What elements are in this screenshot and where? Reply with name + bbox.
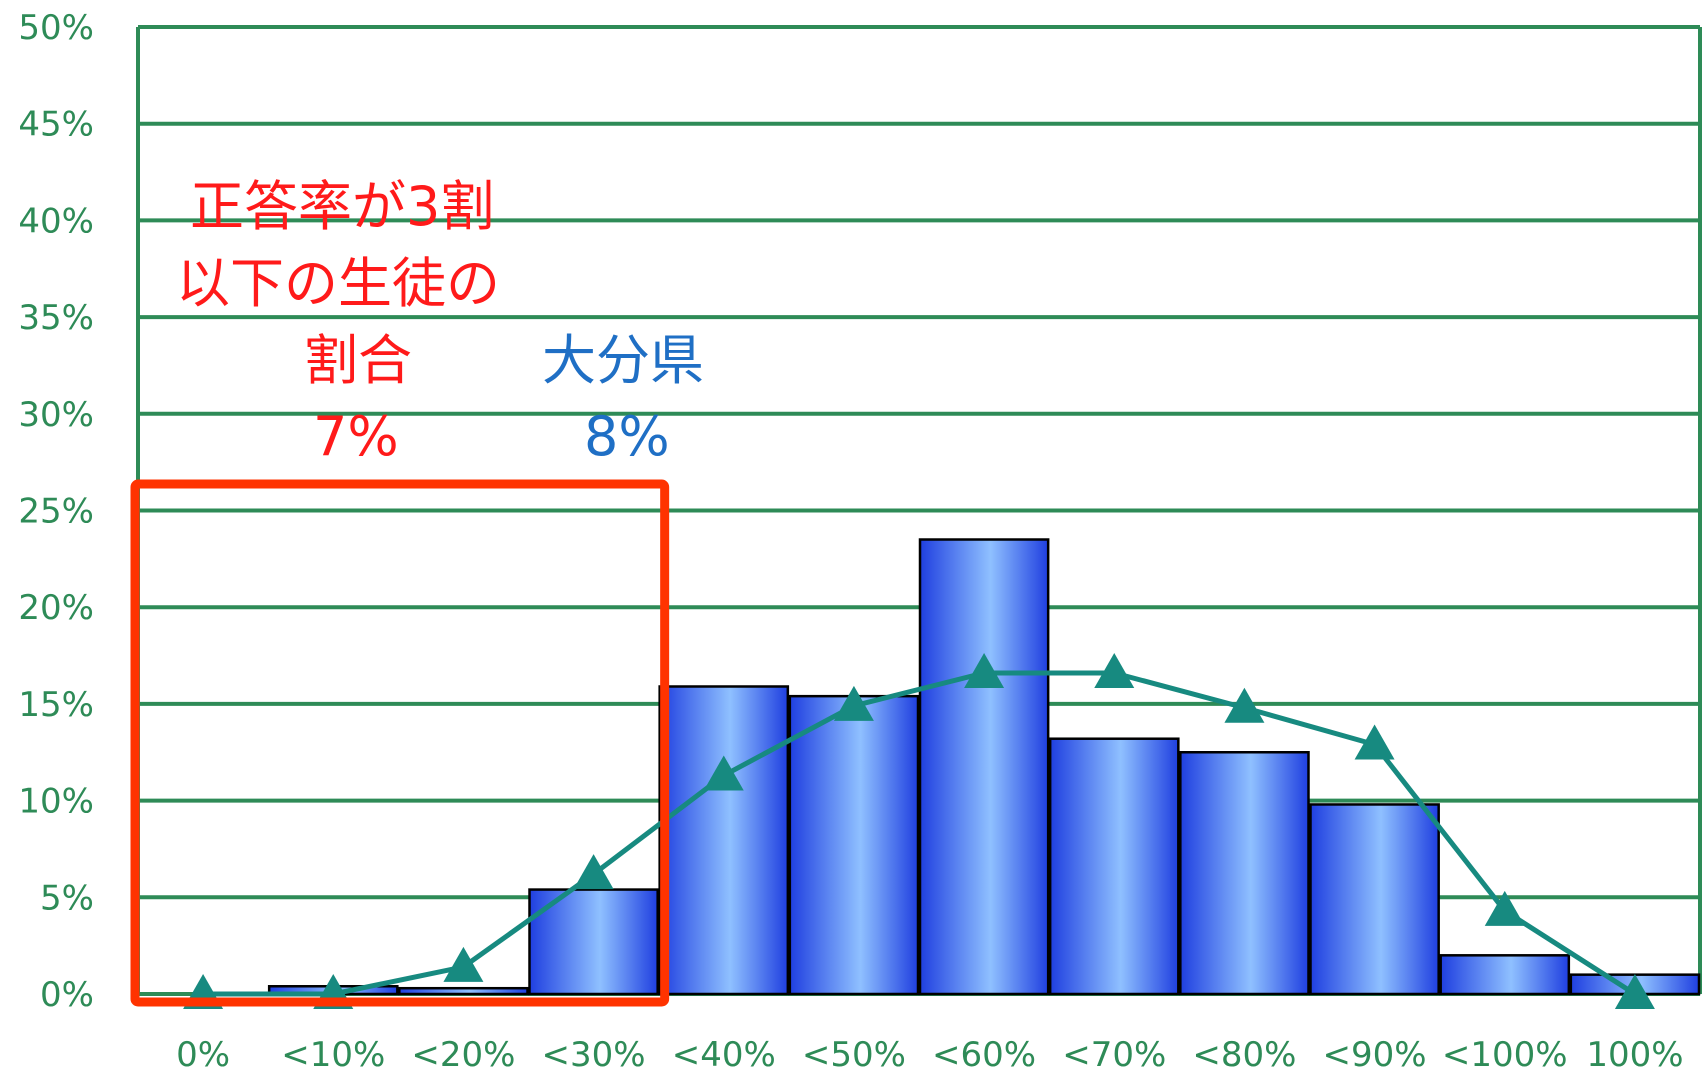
y-tick-label: 25% — [18, 492, 94, 532]
annotation-title-line3: 割合 — [304, 329, 412, 392]
y-tick-label: 5% — [40, 878, 94, 918]
annotation-title-line2: 以下の生徒の — [176, 252, 500, 315]
y-tick-label: 20% — [18, 588, 94, 628]
trend-point — [1224, 687, 1265, 723]
x-tick-label: <30% — [542, 1035, 646, 1074]
bar — [1439, 954, 1571, 996]
trend-point — [1614, 974, 1655, 1009]
trend-point — [1354, 724, 1395, 760]
y-tick-label: 10% — [18, 782, 94, 822]
x-tick-label: 0% — [176, 1035, 230, 1074]
trend-point — [1484, 890, 1525, 926]
y-tick-label: 35% — [18, 298, 94, 338]
x-tick-label: <60% — [932, 1035, 1036, 1074]
y-tick-label: 45% — [18, 105, 94, 145]
highlight-box — [130, 479, 670, 1007]
bar — [1309, 803, 1440, 996]
y-tick-label: 0% — [40, 975, 94, 1015]
x-tick-label: 100% — [1586, 1035, 1683, 1074]
school-value: 7% — [313, 405, 399, 468]
trend-line — [183, 652, 1655, 1009]
x-tick-label: <10% — [281, 1035, 385, 1074]
bar — [398, 986, 529, 996]
x-tick-label: <20% — [411, 1035, 515, 1074]
x-axis-ticks: 0% <10% <20% <30% <40% <50% <60% <70% <80% <90% <1… — [176, 1035, 1683, 1074]
y-tick-label: 15% — [18, 685, 94, 725]
bar — [1048, 737, 1180, 996]
bar — [1179, 751, 1310, 996]
bars — [267, 538, 1701, 996]
pref-label: 大分県 — [542, 329, 704, 392]
x-tick-label: <80% — [1192, 1035, 1296, 1074]
bar — [658, 685, 790, 996]
x-tick-label: <100% — [1442, 1035, 1568, 1074]
trend-point — [443, 946, 484, 982]
x-tick-label: <70% — [1062, 1035, 1166, 1074]
trend-line-path — [203, 670, 1637, 997]
annotation-title-line1: 正答率が3割 — [190, 175, 495, 238]
pref-value: 8% — [584, 405, 670, 468]
trend-point — [703, 755, 744, 791]
trend-point — [964, 652, 1005, 688]
bar — [918, 538, 1050, 996]
y-axis-ticks: 0% 5% 10% 15% 20% 25% 30% 35% 40% 45% 50% — [18, 8, 94, 1015]
y-tick-label: 50% — [18, 8, 94, 48]
trend-point — [1094, 652, 1135, 688]
trend-point — [573, 854, 614, 890]
y-tick-label: 30% — [18, 395, 94, 435]
x-tick-label: <40% — [672, 1035, 776, 1074]
bar — [788, 694, 920, 996]
x-tick-label: <50% — [802, 1035, 906, 1074]
y-tick-label: 40% — [18, 201, 94, 241]
x-tick-label: <90% — [1323, 1035, 1427, 1074]
trend-point — [833, 685, 874, 721]
